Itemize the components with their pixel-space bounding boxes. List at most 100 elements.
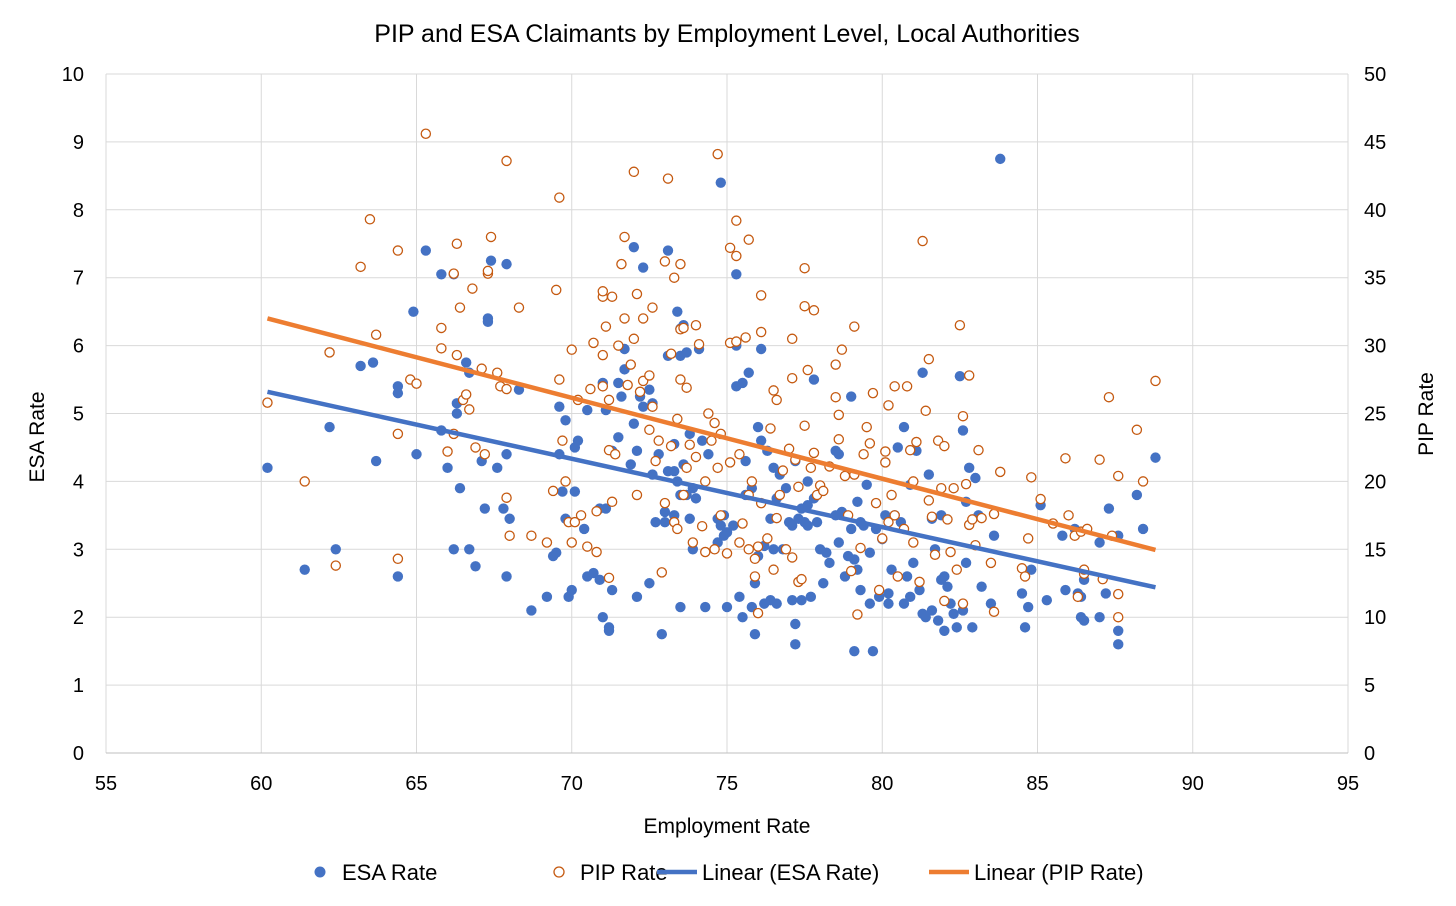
pip-point xyxy=(482,265,494,277)
esa-point xyxy=(802,520,813,531)
pip-point xyxy=(668,272,680,283)
pip-point xyxy=(557,435,568,446)
pip-point xyxy=(796,573,807,585)
pip-point xyxy=(606,496,618,508)
pip-point xyxy=(780,544,792,555)
esa-point xyxy=(734,591,745,603)
pip-point xyxy=(973,444,984,456)
esa-point xyxy=(470,561,481,572)
esa-point xyxy=(1100,588,1112,599)
esa-point xyxy=(904,591,916,603)
esa-point xyxy=(703,449,714,460)
esa-point xyxy=(1016,588,1028,599)
esa-point xyxy=(901,571,913,582)
pip-point xyxy=(957,598,969,609)
esa-point xyxy=(460,357,472,368)
esa-point xyxy=(628,418,640,429)
pip-point xyxy=(600,321,612,332)
pip-point xyxy=(364,214,376,225)
pip-point xyxy=(724,457,736,468)
esa-point xyxy=(299,564,310,575)
esa-point xyxy=(392,387,404,399)
pip-point xyxy=(644,424,655,436)
pip-point xyxy=(917,235,928,247)
pip-point xyxy=(771,394,782,406)
pip-point xyxy=(569,516,581,528)
pip-point xyxy=(805,462,817,474)
pip-point xyxy=(734,448,745,460)
esa-point xyxy=(578,523,590,535)
pip-point xyxy=(833,409,845,421)
esa-point xyxy=(367,357,379,368)
esa-point xyxy=(501,258,512,270)
esa-point xyxy=(796,595,807,606)
esa-point xyxy=(464,544,475,555)
pip-point xyxy=(392,245,404,256)
esa-point xyxy=(721,601,733,613)
pip-point xyxy=(1022,533,1034,544)
pip-point xyxy=(501,492,512,503)
pip-point xyxy=(892,571,904,582)
esa-point xyxy=(594,574,605,586)
y2-tick-label: 25 xyxy=(1364,404,1386,426)
pip-point xyxy=(451,238,463,249)
esa-point xyxy=(690,493,702,504)
esa-point xyxy=(883,588,894,599)
esa-point xyxy=(613,432,624,443)
esa-point xyxy=(554,401,565,412)
esa-point xyxy=(824,557,835,569)
pip-point xyxy=(877,533,888,544)
x-tick-label: 75 xyxy=(716,773,738,795)
pip-point xyxy=(554,374,565,385)
pip-point xyxy=(734,537,745,548)
esa-point xyxy=(566,584,577,596)
pip-point xyxy=(963,370,975,381)
esa-point xyxy=(864,547,876,558)
esa-point xyxy=(821,547,832,558)
esa-point xyxy=(588,567,599,579)
pip-point xyxy=(690,451,702,463)
y2-tick-label: 50 xyxy=(1364,64,1386,86)
pip-point xyxy=(613,340,624,351)
esa-point xyxy=(631,445,643,457)
y2-tick-label: 15 xyxy=(1364,539,1386,561)
y-tick-label: 0 xyxy=(73,743,84,765)
x-tick-label: 70 xyxy=(561,773,583,795)
esa-point xyxy=(755,343,767,355)
esa-point xyxy=(780,482,792,494)
esa-point xyxy=(1019,622,1031,633)
esa-point xyxy=(864,598,876,609)
esa-point xyxy=(442,462,453,474)
pip-point xyxy=(774,489,786,501)
pip-point xyxy=(926,511,938,522)
pip-point xyxy=(904,444,916,456)
pip-point xyxy=(771,512,782,524)
esa-point xyxy=(650,516,661,528)
esa-point xyxy=(883,598,894,609)
y-tick-label: 2 xyxy=(73,607,84,629)
esa-point xyxy=(948,608,959,620)
esa-point xyxy=(492,462,503,474)
esa-point xyxy=(392,571,404,582)
pip-point xyxy=(454,302,466,313)
pip-point xyxy=(681,462,692,474)
pip-point xyxy=(712,148,723,160)
pip-point xyxy=(637,313,649,324)
pip-point xyxy=(644,370,655,381)
pip-point xyxy=(547,485,559,497)
pip-point xyxy=(765,423,776,434)
pip-point xyxy=(485,231,497,243)
esa-point xyxy=(498,503,509,514)
pip-point xyxy=(597,349,609,361)
pip-point xyxy=(1112,470,1124,482)
pip-point xyxy=(566,537,578,548)
esa-point xyxy=(985,598,997,609)
pip-point xyxy=(939,440,950,452)
esa-point xyxy=(681,347,692,358)
pip-point xyxy=(786,333,798,345)
pip-point xyxy=(709,417,720,429)
y-tick-label: 9 xyxy=(73,132,84,154)
pip-point xyxy=(436,343,447,354)
esa-point xyxy=(771,598,782,609)
